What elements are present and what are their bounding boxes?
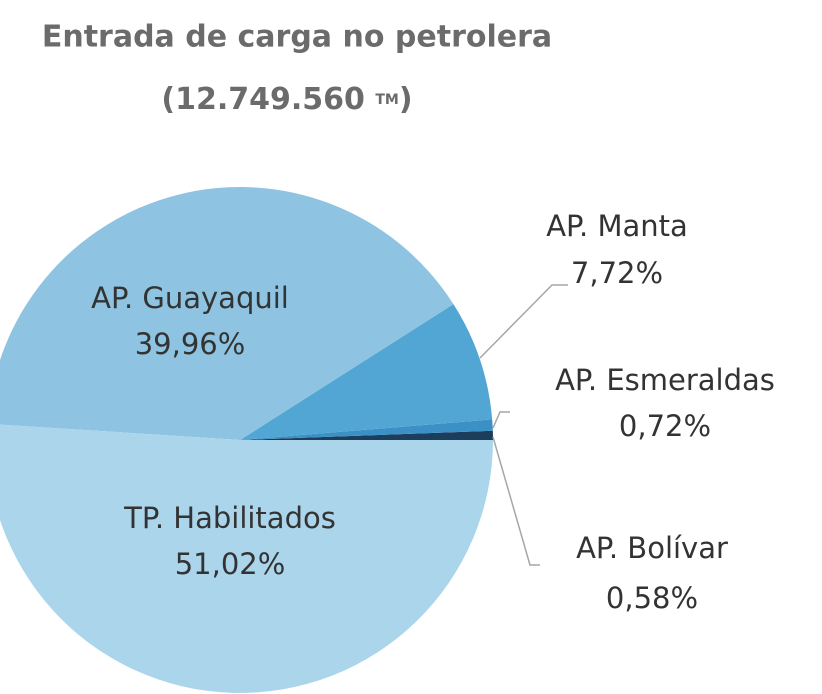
- value-label: 7,72%: [571, 256, 663, 290]
- pie-slice: [240, 430, 493, 440]
- value-label: 51,02%: [175, 547, 286, 581]
- value-label: 0,72%: [619, 409, 711, 443]
- subtitle-unit: TM: [375, 92, 398, 108]
- pie-slice: [240, 304, 493, 440]
- category-label: AP. Bolívar: [576, 531, 728, 565]
- labels: AP. Bolívar 0,58% AP. Esmeraldas 0,72% AP. M…: [91, 209, 775, 615]
- leader-line: [492, 436, 540, 566]
- pie-slice: [0, 424, 493, 693]
- subtitle-close: ): [399, 82, 413, 117]
- category-label: AP. Manta: [546, 209, 688, 243]
- chart-subtitle: (12.749.560 TM): [161, 82, 412, 117]
- category-label: TP. Habilitados: [123, 501, 336, 535]
- category-label: AP. Esmeraldas: [555, 363, 775, 397]
- leader-line: [492, 411, 510, 429]
- pie: [0, 187, 493, 693]
- chart-title: Entrada de carga no petrolera: [42, 20, 552, 55]
- pie-slice: [240, 419, 493, 440]
- category-label: AP. Guayaquil: [91, 281, 289, 315]
- value-label: 39,96%: [135, 327, 246, 361]
- leader-line: [479, 284, 568, 359]
- pie-slice: [0, 187, 454, 440]
- subtitle-value: (12.749.560: [161, 82, 375, 117]
- value-label: 0,58%: [606, 581, 698, 615]
